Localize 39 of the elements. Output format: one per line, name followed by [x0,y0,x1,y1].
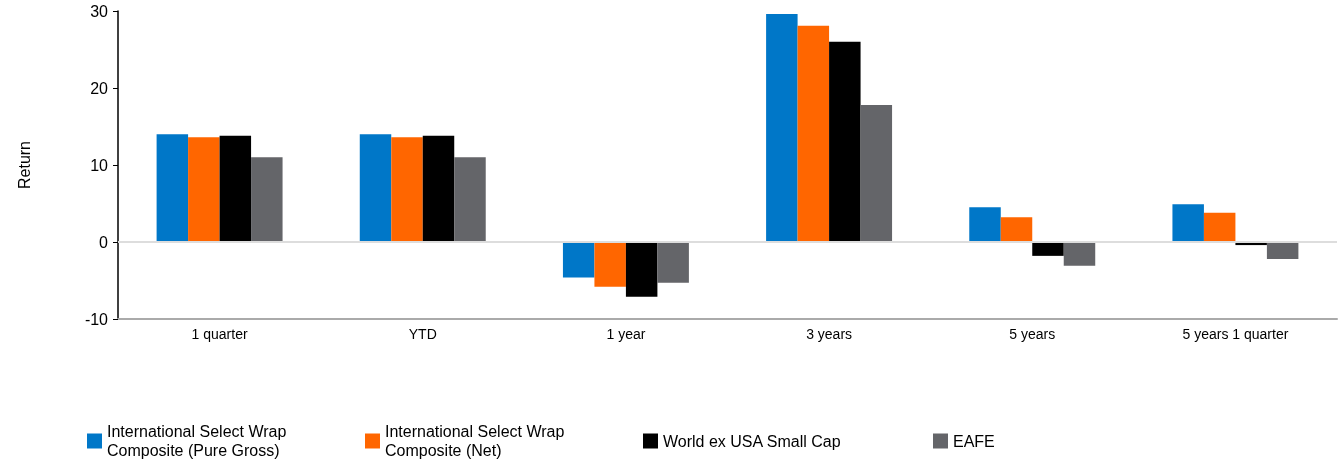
bar [1266,242,1299,259]
bar [625,242,658,297]
bar [562,242,595,278]
bar [969,207,1001,242]
y-tick-label: 10 [90,156,109,174]
bar [797,25,830,242]
bar [860,104,893,242]
bar [188,137,220,242]
bar [1203,212,1236,242]
legend-label: International Select Wrap Composite (Net) [385,423,569,459]
y-tick-label: 30 [90,2,109,20]
y-tick-label: 20 [90,79,109,97]
x-tick-label: 1 year [606,326,646,342]
y-axis-title: Return [15,140,33,190]
bar [1000,217,1033,242]
y-tick-label: 0 [99,233,109,251]
bar [251,157,283,242]
x-tick-label: YTD [408,326,437,342]
bar [657,242,689,283]
legend-label: International Select Wrap Composite (Pure Gross) [107,423,291,459]
bar [422,135,455,242]
x-tick-label: 5 years 1 quarter [1182,326,1289,342]
bar [1063,242,1096,266]
y-tick-label: -10 [84,310,109,328]
bar [219,135,252,242]
legend-label: EAFE [953,432,995,450]
bar [454,157,486,242]
bar [829,41,861,242]
bar [1032,242,1064,256]
bar [1172,204,1204,242]
bar [359,134,392,242]
bar [156,134,189,242]
bar [391,137,423,242]
bar [594,242,626,287]
x-tick-label: 1 quarter [191,326,248,342]
x-tick-label: 5 years [1009,326,1056,342]
x-tick-label: 3 years [806,326,853,342]
legend-label: World ex USA Small Cap [663,432,841,450]
bar [766,14,798,242]
